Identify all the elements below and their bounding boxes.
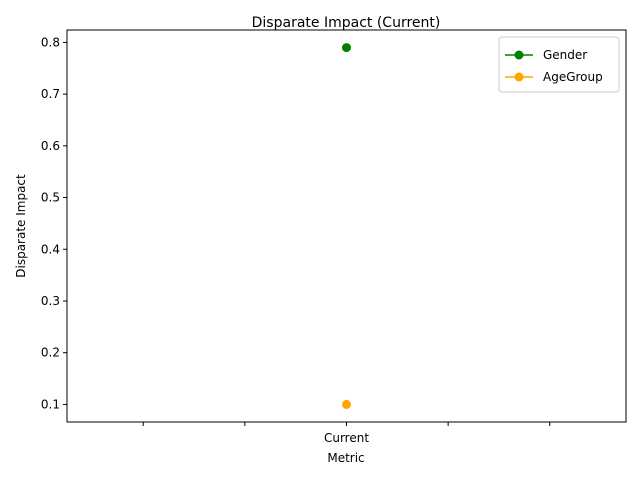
y-axis: 0.1 0.2 0.3 0.4 0.5 0.6 0.7 0.8 xyxy=(41,35,67,411)
y-tick-label: 0.6 xyxy=(41,139,60,153)
chart-title: Disparate Impact (Current) xyxy=(252,15,441,31)
series-layer xyxy=(342,43,351,409)
legend-label-agegroup: AgeGroup xyxy=(543,70,603,84)
y-tick-label: 0.3 xyxy=(41,294,60,308)
legend-label-gender: Gender xyxy=(543,48,587,62)
data-point-agegroup xyxy=(342,399,351,409)
y-tick-label: 0.5 xyxy=(41,191,60,205)
legend-marker-gender xyxy=(514,50,524,60)
x-axis-label: Metric xyxy=(327,451,364,465)
y-tick-label: 0.4 xyxy=(41,242,60,256)
y-tick-label: 0.1 xyxy=(41,397,60,411)
y-axis-label: Disparate Impact xyxy=(14,174,28,278)
x-axis: Current xyxy=(142,422,551,445)
legend-box xyxy=(498,36,620,93)
y-tick-label: 0.7 xyxy=(41,87,60,101)
legend-marker-agegroup xyxy=(514,72,524,82)
y-tick-label: 0.8 xyxy=(41,35,60,49)
x-tick-label: Current xyxy=(324,431,369,445)
data-point-gender xyxy=(342,43,351,53)
y-tick-label: 0.2 xyxy=(41,346,60,360)
legend: Gender AgeGroup xyxy=(498,36,620,93)
